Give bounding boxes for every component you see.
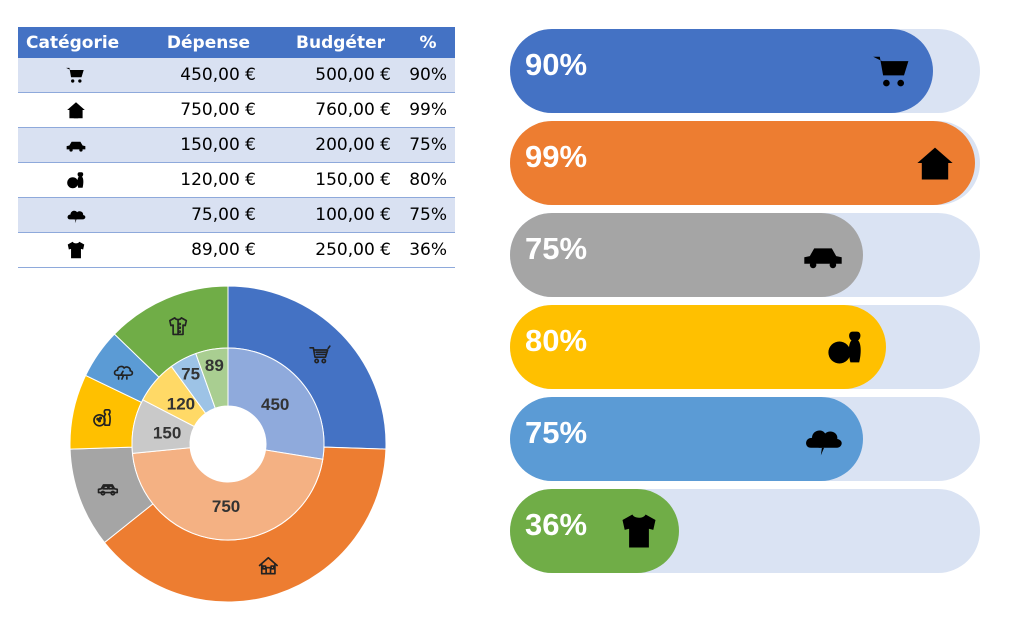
budget-cell: 760,00 € <box>264 92 399 128</box>
shirt-icon <box>65 239 87 261</box>
table-row: 89,00 €250,00 €36% <box>18 232 455 268</box>
progress-label: 90% <box>525 47 588 82</box>
category-cell <box>18 58 136 93</box>
progress-label: 36% <box>525 507 588 542</box>
category-cell <box>18 232 136 268</box>
percent-cell: 75% <box>399 127 455 163</box>
budget-table: Catégorie Dépense Budgéter % 450,00 €500… <box>18 27 455 268</box>
progress-bar-chart: 90% 99% 75% 80% 75% 36% <box>505 25 995 585</box>
progress-label: 80% <box>525 323 588 358</box>
car-icon <box>801 235 845 275</box>
data-label: 89 <box>205 356 224 375</box>
percent-cell: 36% <box>399 232 455 268</box>
house-icon <box>65 99 87 121</box>
progress-row: 99% <box>505 117 980 205</box>
percent-cell: 75% <box>399 197 455 233</box>
data-label: 75 <box>181 364 200 383</box>
progress-fill-car-icon <box>510 213 863 297</box>
depense-cell: 150,00 € <box>136 127 264 163</box>
data-label: 120 <box>167 395 195 414</box>
donut-chart: 450 750 150 120 75 89 <box>69 285 387 603</box>
table-row: 750,00 €760,00 €99% <box>18 92 455 128</box>
donut-hole <box>190 406 266 482</box>
depense-cell: 120,00 € <box>136 162 264 198</box>
budget-cell: 500,00 € <box>264 58 399 93</box>
shirt-icon <box>617 511 661 551</box>
progress-label: 75% <box>525 415 588 450</box>
percent-cell: 99% <box>399 92 455 128</box>
table-row: 75,00 €100,00 €75% <box>18 197 455 233</box>
progress-fill-bowling-icon <box>510 305 886 389</box>
bowling-icon <box>824 327 868 367</box>
depense-cell: 750,00 € <box>136 92 264 128</box>
table-row: 450,00 €500,00 €90% <box>18 58 455 93</box>
progress-fill-shirt-icon <box>510 489 679 573</box>
table-row: 120,00 €150,00 €80% <box>18 162 455 198</box>
progress-row: 36% <box>505 485 980 573</box>
data-label: 150 <box>153 423 181 442</box>
data-label: 750 <box>212 497 240 516</box>
data-label: 450 <box>261 395 289 414</box>
header-depense: Dépense <box>136 27 264 58</box>
progress-fill-shopping-cart-icon <box>510 29 933 113</box>
car-icon <box>65 134 87 156</box>
shopping-cart-icon <box>65 64 87 86</box>
progress-row: 80% <box>505 301 980 389</box>
table-header-row: Catégorie Dépense Budgéter % <box>18 27 455 58</box>
progress-label: 99% <box>525 139 588 174</box>
storm-cloud-icon <box>801 419 845 459</box>
progress-row: 75% <box>505 393 980 481</box>
house-icon <box>913 143 957 183</box>
budget-cell: 100,00 € <box>264 197 399 233</box>
category-cell <box>18 197 136 233</box>
progress-label: 75% <box>525 231 588 266</box>
category-cell <box>18 162 136 198</box>
progress-fill-storm-cloud-icon <box>510 397 863 481</box>
progress-row: 90% <box>505 25 980 113</box>
budget-cell: 200,00 € <box>264 127 399 163</box>
progress-row: 75% <box>505 209 980 297</box>
bowling-icon <box>65 169 87 191</box>
shopping-cart-icon <box>871 51 915 91</box>
percent-cell: 90% <box>399 58 455 93</box>
category-cell <box>18 127 136 163</box>
depense-cell: 450,00 € <box>136 58 264 93</box>
percent-cell: 80% <box>399 162 455 198</box>
header-categorie: Catégorie <box>18 27 136 58</box>
progress-fill-house-icon <box>510 121 975 205</box>
table-row: 150,00 €200,00 €75% <box>18 127 455 163</box>
budget-cell: 150,00 € <box>264 162 399 198</box>
header-percent: % <box>399 27 455 58</box>
depense-cell: 75,00 € <box>136 197 264 233</box>
storm-cloud-icon <box>65 204 87 226</box>
depense-cell: 89,00 € <box>136 232 264 268</box>
budget-cell: 250,00 € <box>264 232 399 268</box>
header-budgeter: Budgéter <box>264 27 399 58</box>
category-cell <box>18 92 136 128</box>
